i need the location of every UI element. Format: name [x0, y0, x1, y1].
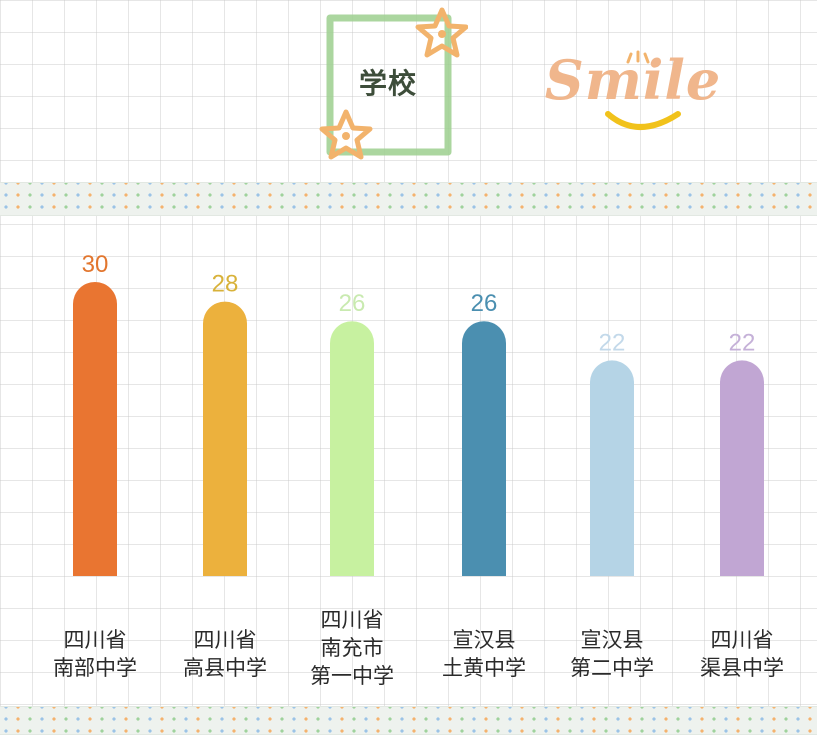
bar-3 — [330, 321, 374, 576]
bar-2 — [203, 301, 247, 576]
decorative-band-bottom — [0, 706, 817, 735]
bar-chart: 30 28 26 26 22 22 — [73, 251, 764, 576]
category-label-3: 四川省 南充市 第一中学 — [310, 608, 394, 688]
value-label-6: 22 — [729, 329, 756, 356]
bar-1 — [73, 282, 117, 576]
value-label-5: 22 — [599, 329, 626, 356]
bar-6 — [720, 360, 764, 576]
category-label-2: 四川省 高县中学 — [183, 628, 267, 680]
value-label-3: 26 — [339, 290, 366, 317]
title-frame-icon — [319, 7, 468, 160]
smile-logo: Smile — [538, 48, 728, 143]
value-label-2: 28 — [212, 271, 239, 298]
bar-5 — [590, 360, 634, 576]
category-label-1: 四川省 南部中学 — [53, 628, 137, 680]
decorative-band-top — [0, 182, 817, 216]
page-title: 学校 — [358, 67, 417, 100]
value-label-1: 30 — [82, 251, 109, 278]
category-label-5: 宣汉县 第二中学 — [570, 628, 654, 680]
bar-4 — [462, 321, 506, 576]
smile-mouth-icon — [605, 50, 681, 130]
value-label-4: 26 — [471, 290, 498, 317]
smile-logo-text: Smile — [544, 48, 722, 112]
category-label-6: 四川省 渠县中学 — [700, 628, 784, 680]
category-label-4: 宣汉县 土黄中学 — [442, 628, 526, 680]
